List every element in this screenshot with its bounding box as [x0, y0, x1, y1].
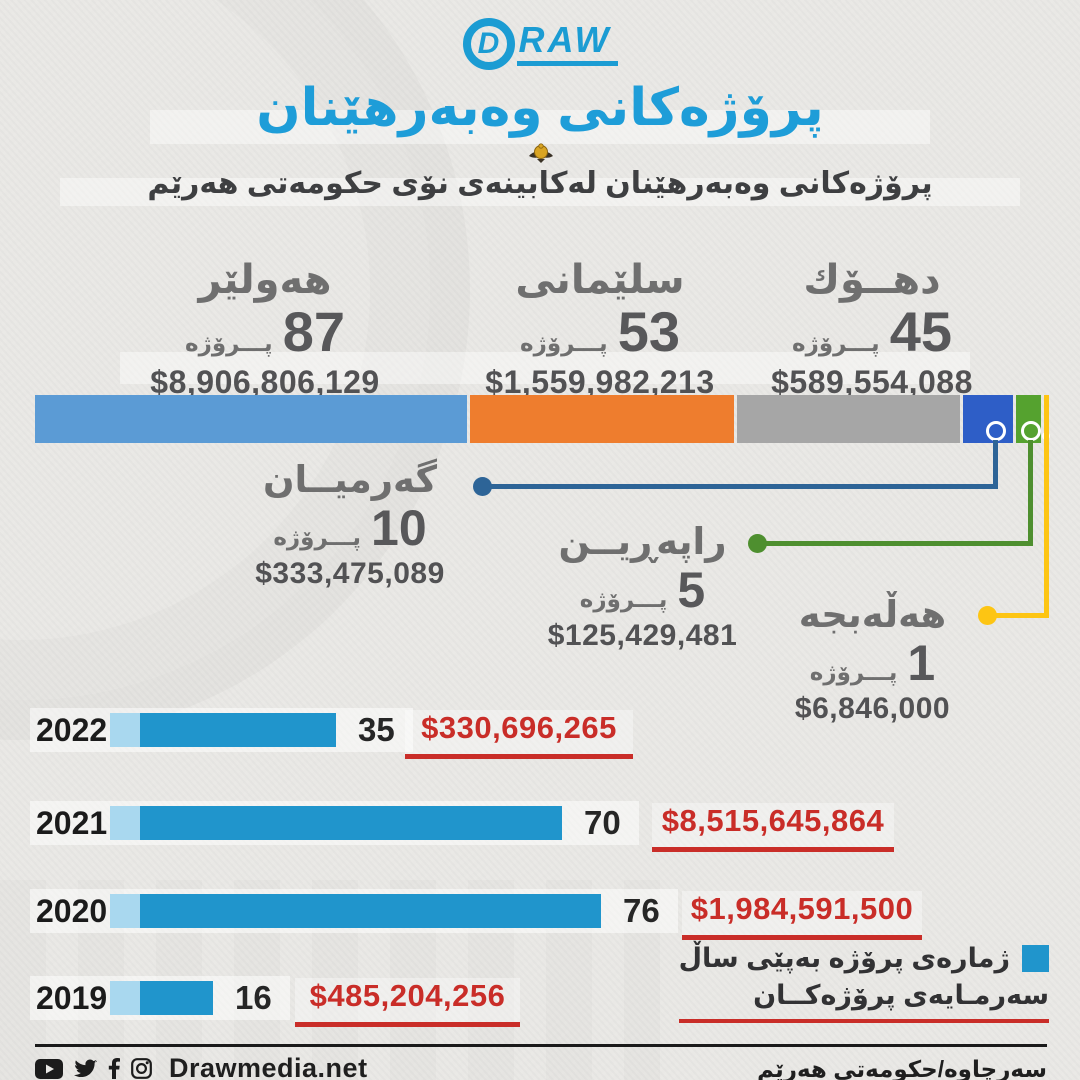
instagram-icon — [131, 1058, 152, 1079]
region-amount: $6,846,000 — [794, 691, 951, 725]
bar-segment-hewler — [35, 395, 468, 443]
chart-legend: ژمارەی پرۆژە بەپێی ساڵ سەرمـایەی پرۆژەکـ… — [678, 943, 1049, 1023]
garmian-ring-marker — [986, 421, 1006, 441]
footer-divider — [35, 1044, 1047, 1047]
region-amount: $1,559,982,213 — [485, 364, 715, 400]
bar-segment-duhok — [736, 395, 961, 443]
garmian-connector-horizontal — [490, 484, 998, 489]
year-amount-2021: $8,515,645,864 — [652, 803, 894, 852]
year-bar-2022 — [110, 713, 336, 747]
twitter-icon — [74, 1059, 97, 1077]
region-project-unit: پـــرۆژە — [579, 585, 668, 612]
logo-d-letter: D — [477, 27, 500, 60]
region-stat-raparin: راپەڕیــن 5 پـــرۆژە $125,429,481 — [525, 521, 760, 653]
region-name: هەڵەبجە — [798, 594, 947, 635]
youtube-icon — [35, 1058, 63, 1079]
year-amount-2020: $1,984,591,500 — [682, 891, 922, 940]
raparin-connector-horizontal — [766, 541, 1033, 546]
region-amount: $589,554,088 — [771, 364, 973, 400]
region-project-count: 1 — [907, 634, 936, 691]
region-project-count: 10 — [371, 499, 427, 556]
year-bar-2019 — [110, 981, 213, 1015]
region-project-unit: پـــرۆژە — [809, 658, 898, 685]
year-label: 2022 — [36, 711, 108, 748]
region-amount: $333,475,089 — [255, 556, 445, 590]
website-label: Drawmedia.net — [169, 1053, 368, 1080]
year-project-count: 35 — [358, 711, 395, 748]
halabja-connector-horizontal — [996, 613, 1049, 618]
region-stat-sulaymaniyah: سلێمانی 53 پـــرۆژە $1,559,982,213 — [450, 258, 750, 401]
region-project-count: 45 — [889, 300, 952, 363]
region-stat-garmian: گەرمیــان 10 پـــرۆژە $333,475,089 — [225, 459, 475, 591]
raparin-lead-dot — [748, 534, 767, 553]
region-project-count: 5 — [677, 561, 706, 618]
year-label: 2021 — [36, 804, 108, 841]
region-amount: $8,906,806,129 — [150, 364, 380, 400]
draw-logo: D RAW — [0, 18, 1080, 70]
garmian-lead-dot — [473, 477, 492, 496]
region-project-unit: پـــرۆژە — [273, 523, 362, 550]
year-row-2019: 2019 16 — [30, 976, 290, 1020]
year-row-2020: 2020 76 — [30, 889, 678, 933]
region-project-count: 87 — [282, 300, 345, 363]
region-project-unit: پـــرۆژە — [520, 330, 608, 356]
krg-emblem-icon — [529, 143, 553, 163]
halabja-lead-dot — [978, 606, 997, 625]
region-project-count: 53 — [617, 300, 680, 363]
legend-projects-swatch — [1022, 945, 1049, 972]
region-name: گەرمیــان — [262, 459, 438, 500]
page-title: پرۆژەکانی وەبەرهێنان — [256, 79, 824, 137]
logo-raw-text: RAW — [516, 22, 618, 66]
region-project-unit: پـــرۆژە — [792, 330, 880, 356]
legend-projects-label: ژمارەی پرۆژە بەپێی ساڵ — [678, 943, 1010, 973]
halabja-connector-vertical — [1044, 398, 1049, 618]
year-amount-2022: $330,696,265 — [405, 710, 633, 759]
year-label: 2019 — [36, 979, 108, 1016]
region-name: راپەڕیــن — [558, 521, 727, 562]
region-stat-duhok: دهــۆك 45 پـــرۆژە $589,554,088 — [722, 258, 1022, 401]
legend-capital-label: سەرمـایەی پرۆژەکــان — [753, 980, 1049, 1010]
region-name: دهــۆك — [803, 258, 941, 302]
footer-social: Drawmedia.net — [35, 1053, 368, 1080]
region-amount: $125,429,481 — [547, 618, 738, 652]
year-project-count: 16 — [235, 979, 272, 1016]
garmian-connector-vertical — [993, 440, 998, 488]
raparin-connector-vertical — [1028, 440, 1033, 544]
region-name: سلێمانی — [515, 258, 685, 302]
source-label: سەرچاوە/حکومەتی هەرێم — [757, 1056, 1047, 1080]
year-project-count: 70 — [584, 804, 621, 841]
facebook-icon — [108, 1058, 120, 1079]
region-stat-hewler: هەولێر 87 پـــرۆژە $8,906,806,129 — [115, 258, 415, 401]
region-stat-halabja: هەڵەبجە 1 پـــرۆژە $6,846,000 — [755, 594, 990, 726]
draw-logo-d-icon: D — [462, 18, 515, 70]
stacked-region-bar — [35, 395, 1049, 443]
year-bar-2021 — [110, 806, 562, 840]
region-project-unit: پـــرۆژە — [185, 330, 273, 356]
year-project-count: 76 — [623, 892, 660, 929]
year-amount-2019: $485,204,256 — [295, 978, 520, 1027]
bar-segment-sulaymaniyah — [470, 395, 734, 443]
page-subtitle: پرۆژەکانی وەبەرهێنان لەکابینەی نۆی حکومە… — [147, 167, 933, 200]
year-bar-2020 — [110, 894, 601, 928]
year-row-2022: 2022 35 — [30, 708, 413, 752]
year-row-2021: 2021 70 — [30, 801, 639, 845]
region-name: هەولێر — [198, 258, 332, 302]
raparin-ring-marker — [1021, 421, 1041, 441]
year-label: 2020 — [36, 892, 108, 929]
